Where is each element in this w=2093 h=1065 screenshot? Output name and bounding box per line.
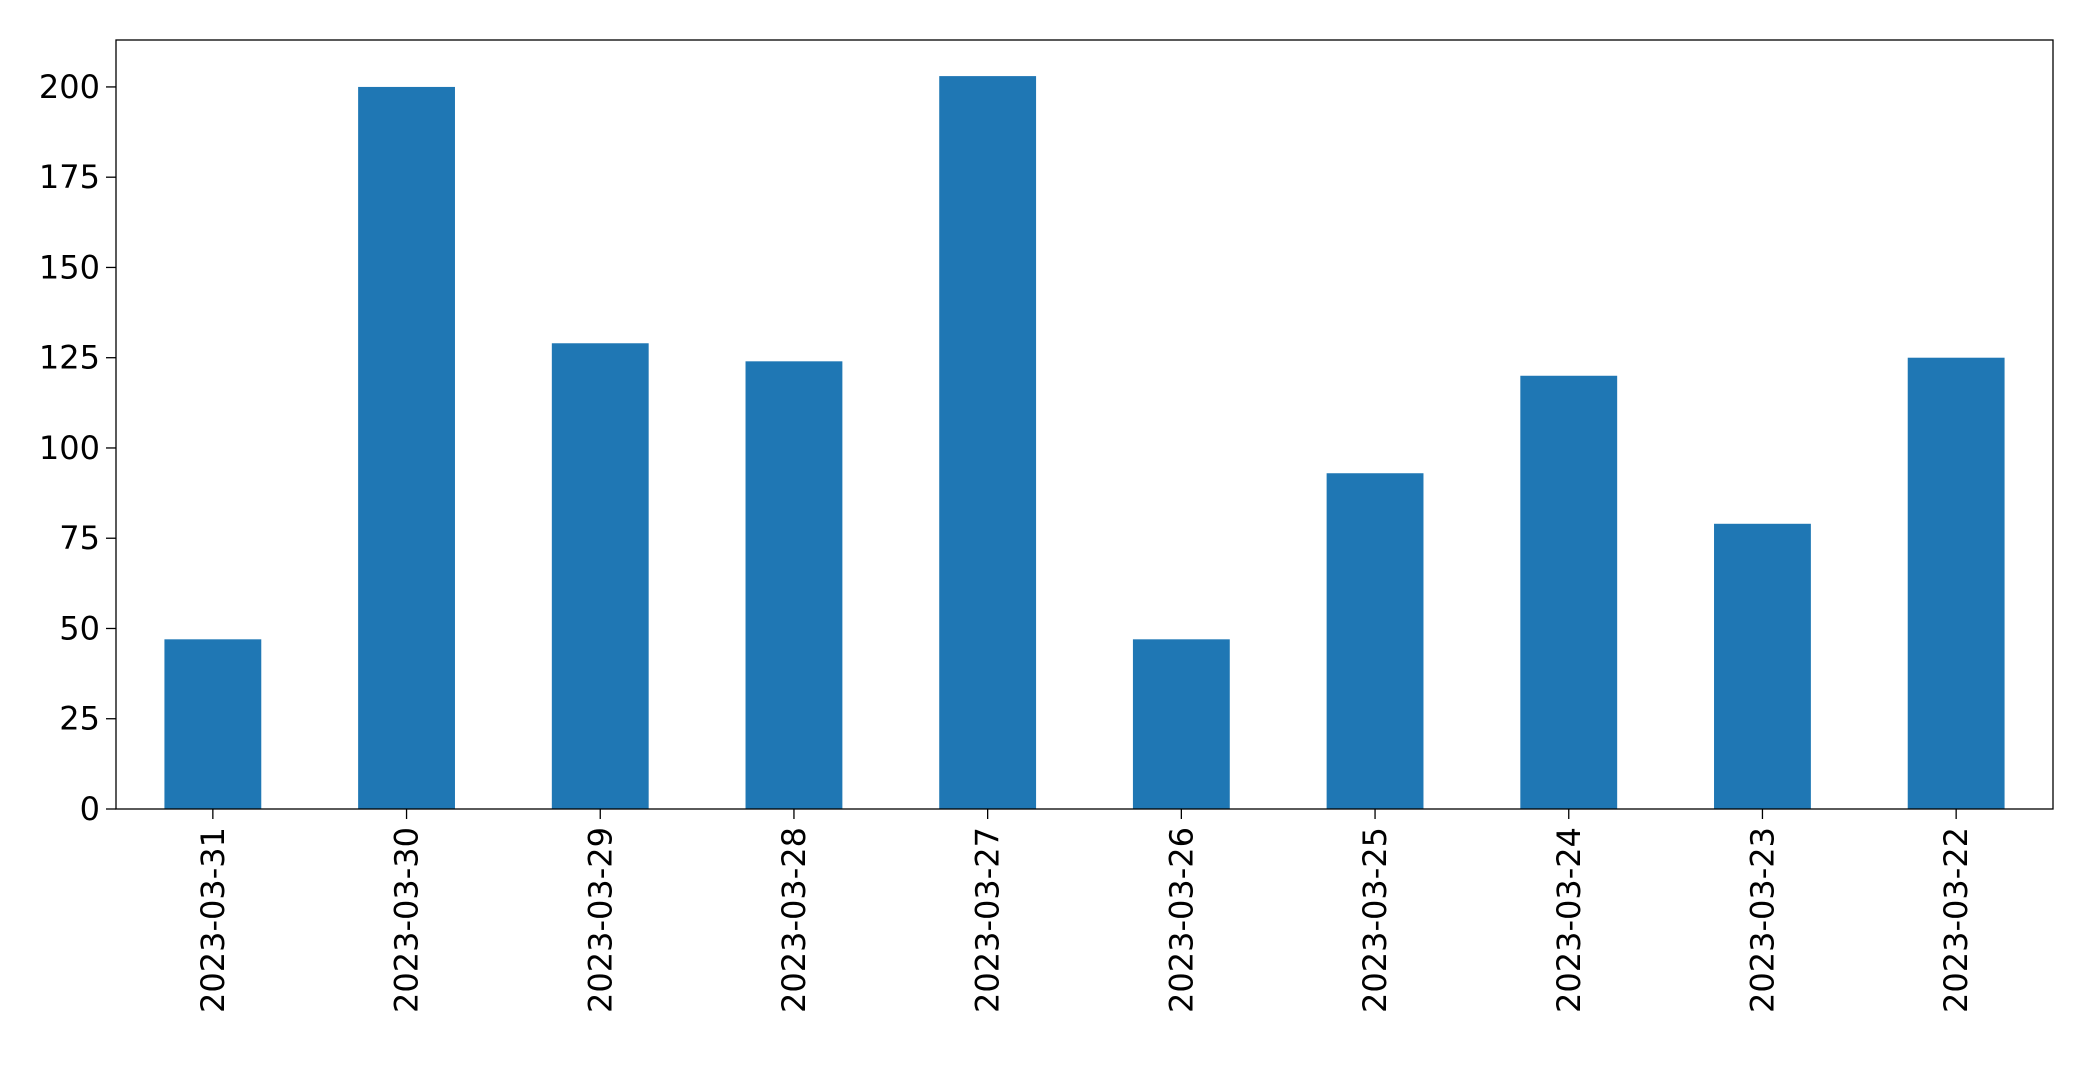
- y-tick-label: 100: [39, 429, 100, 467]
- x-tick-label: 2023-03-24: [1550, 827, 1588, 1013]
- x-tick-label: 2023-03-22: [1937, 827, 1975, 1013]
- y-tick-label: 50: [59, 609, 100, 647]
- x-tick-label: 2023-03-27: [969, 827, 1007, 1013]
- x-tick-label: 2023-03-26: [1162, 827, 1200, 1013]
- bar: [1132, 639, 1230, 809]
- x-tick-label: 2023-03-28: [775, 827, 813, 1013]
- x-tick-label: 2023-03-25: [1356, 827, 1394, 1013]
- plot-frame: [115, 39, 2054, 810]
- bar: [1326, 473, 1424, 809]
- x-tick-label: 2023-03-30: [388, 827, 426, 1013]
- bar: [1907, 357, 2005, 809]
- x-tick-label: 2023-03-29: [581, 827, 619, 1013]
- bar: [164, 639, 262, 809]
- y-tick-label: 75: [59, 519, 100, 557]
- y-tick-label: 125: [39, 339, 100, 377]
- bar: [1714, 523, 1811, 809]
- bar: [551, 343, 649, 809]
- bar: [745, 361, 843, 809]
- bar: [358, 86, 455, 810]
- bar: [939, 76, 1037, 810]
- y-tick-label: 25: [59, 700, 100, 738]
- x-tick-label: 2023-03-31: [194, 827, 232, 1013]
- y-tick-label: 150: [39, 248, 100, 286]
- y-tick-label: 175: [39, 158, 100, 196]
- x-tick-label: 2023-03-23: [1743, 827, 1781, 1013]
- y-tick-label: 0: [80, 790, 100, 828]
- y-tick-label: 200: [39, 68, 100, 106]
- bar: [1520, 375, 1618, 809]
